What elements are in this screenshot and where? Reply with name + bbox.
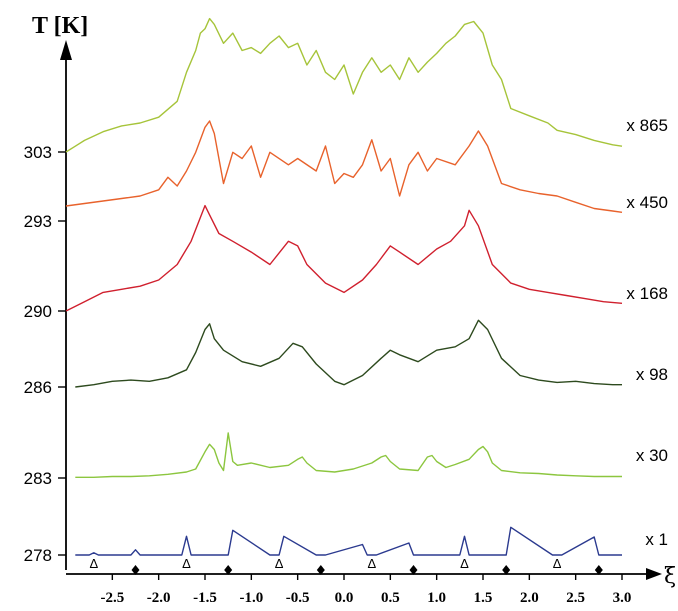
delta-marker: Δ <box>89 556 98 571</box>
x-axis-arrow <box>646 568 662 580</box>
diamond-marker <box>502 565 511 575</box>
series-line-293 <box>65 120 623 213</box>
x-tick-label: 1.5 <box>474 590 493 606</box>
y-tick-label: 290 <box>24 302 52 321</box>
diamond-marker <box>316 565 325 575</box>
delta-marker: Δ <box>182 556 191 571</box>
x-axis-title: ξ <box>664 564 676 589</box>
series-line-290 <box>65 204 623 312</box>
y-tick-label: 286 <box>24 378 52 397</box>
x-tick-label: 0.0 <box>335 590 354 606</box>
x-tick-label: -2.0 <box>147 590 171 606</box>
y-tick-label: 303 <box>24 143 52 162</box>
x-ticks: -2.5 -2.0 -1.5 -1.0 -0.5 0.0 0.5 1.0 1.5 2.0 2.5 3.… <box>100 574 631 606</box>
y-ticks: 278 283 286 290 293 303 <box>24 143 66 565</box>
diamond-marker <box>224 565 233 575</box>
x-tick-label: -1.5 <box>193 590 217 606</box>
scale-factor-label: x 98 <box>636 365 668 384</box>
y-tick-label: 283 <box>24 469 52 488</box>
x-tick-label: 3.0 <box>613 590 632 606</box>
x-tick-label: 2.0 <box>520 590 539 606</box>
scale-factor-label: x 168 <box>626 284 668 303</box>
series-line-286 <box>75 319 622 388</box>
delta-marker: Δ <box>367 556 376 571</box>
x-tick-label: -0.5 <box>286 590 310 606</box>
scale-factor-label: x 865 <box>626 116 668 135</box>
diamond-marker <box>409 565 418 575</box>
series-group <box>65 17 623 556</box>
x-tick-label: 0.5 <box>381 590 400 606</box>
y-axis-title: T [K] <box>32 13 88 39</box>
diamond-marker <box>594 565 603 575</box>
scale-labels: x 1 x 30 x 98 x 168 x 450 x 865 <box>626 116 668 549</box>
series-line-278 <box>75 526 622 556</box>
x-tick-label: -1.0 <box>239 590 263 606</box>
y-tick-label: 293 <box>24 212 52 231</box>
scale-factor-label: x 450 <box>626 193 668 212</box>
series-line-303 <box>65 17 623 153</box>
y-tick-label: 278 <box>24 546 52 565</box>
y-axis-arrow <box>60 40 72 60</box>
x-tick-label: -2.5 <box>100 590 124 606</box>
x-tick-label: 1.0 <box>427 590 446 606</box>
axes: T [K] ξ <box>32 13 676 589</box>
x-tick-label: 2.5 <box>566 590 585 606</box>
diamond-marker <box>131 565 140 575</box>
scale-factor-label: x 30 <box>636 446 668 465</box>
delta-marker: Δ <box>275 556 284 571</box>
delta-marker: Δ <box>553 556 562 571</box>
scale-factor-label: x 1 <box>645 530 668 549</box>
series-line-283 <box>75 432 622 478</box>
delta-marker: Δ <box>460 556 469 571</box>
